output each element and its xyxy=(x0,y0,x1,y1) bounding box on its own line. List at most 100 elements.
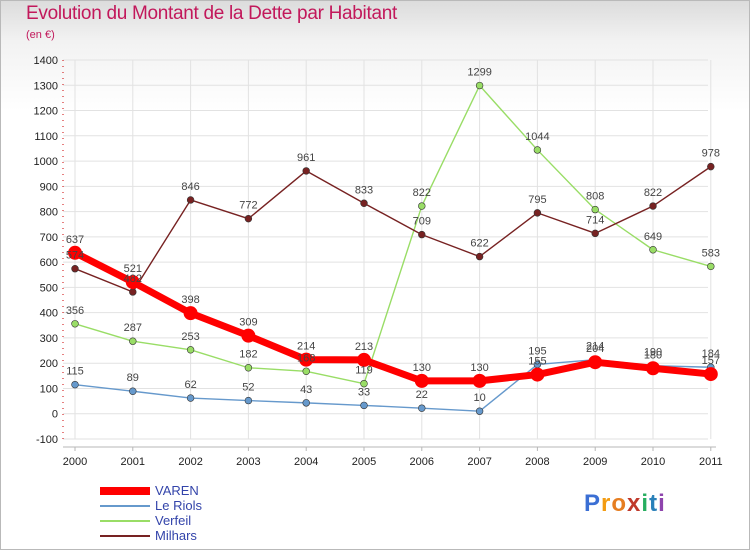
data-point-verfeil xyxy=(475,81,484,90)
legend-label: VAREN xyxy=(155,483,199,498)
data-label-le-riols: 89 xyxy=(127,372,139,384)
data-point-varen xyxy=(530,367,545,382)
data-point-le-riols xyxy=(244,396,253,405)
legend-item: Verfeil xyxy=(100,513,300,528)
data-point-le-riols xyxy=(71,380,79,389)
x-tick-label: 2007 xyxy=(467,456,491,468)
data-label-verfeil: 168 xyxy=(297,352,315,364)
data-label-le-riols: 190 xyxy=(644,347,662,359)
data-label-le-riols: 33 xyxy=(358,386,370,398)
data-label-verfeil: 1299 xyxy=(467,67,491,79)
data-point-le-riols xyxy=(360,401,368,410)
data-point-milhars xyxy=(533,209,542,217)
data-point-verfeil xyxy=(71,320,79,328)
series-line-milhars xyxy=(74,165,712,293)
data-label-milhars: 961 xyxy=(297,152,315,164)
data-label-le-riols: 214 xyxy=(586,341,604,353)
chart-subtitle: (en €) xyxy=(26,29,55,41)
data-label-milhars: 795 xyxy=(528,194,546,206)
data-point-milhars xyxy=(591,229,599,238)
legend-label: Le Riols xyxy=(155,498,202,513)
logo-letter: r xyxy=(601,490,612,517)
y-tick-label: -100 xyxy=(36,434,58,446)
data-point-varen xyxy=(414,373,429,388)
data-point-milhars xyxy=(360,199,368,207)
data-label-milhars: 714 xyxy=(586,214,604,226)
legend-item: VAREN xyxy=(100,483,300,498)
data-point-varen xyxy=(299,352,314,367)
data-label-milhars: 822 xyxy=(644,187,662,199)
data-point-le-riols xyxy=(418,404,426,412)
legend-swatch-varen xyxy=(100,487,150,495)
y-tick-label: 1000 xyxy=(34,156,58,168)
x-tick-label: 2002 xyxy=(178,456,202,468)
data-label-verfeil: 583 xyxy=(702,247,720,259)
data-label-le-riols: 10 xyxy=(473,392,485,404)
data-label-le-riols: 43 xyxy=(300,384,312,396)
y-tick-label: 100 xyxy=(40,383,58,395)
data-label-varen: 130 xyxy=(413,362,431,374)
data-label-varen: 204 xyxy=(586,343,604,355)
data-label-milhars: 846 xyxy=(181,181,199,193)
data-label-milhars: 482 xyxy=(124,273,142,285)
data-point-verfeil xyxy=(418,202,426,210)
y-tick-label: 1200 xyxy=(34,106,58,118)
data-label-le-riols: 22 xyxy=(416,389,428,401)
x-tick-label: 2005 xyxy=(352,456,376,468)
legend-item: Milhars xyxy=(100,528,300,543)
y-tick-label: 0 xyxy=(52,409,58,421)
data-point-verfeil xyxy=(649,246,657,254)
data-point-le-riols xyxy=(129,387,137,395)
logo-letter: x xyxy=(627,490,642,517)
legend-swatch-milhars xyxy=(100,535,150,537)
data-point-le-riols xyxy=(186,394,195,402)
chart-title: Evolution du Montant de la Dette par Hab… xyxy=(26,3,397,24)
data-label-milhars: 833 xyxy=(355,184,373,196)
legend-item: Le Riols xyxy=(100,498,300,513)
y-tick-label: 300 xyxy=(40,333,58,345)
data-label-varen: 398 xyxy=(181,294,199,306)
data-label-varen: 309 xyxy=(239,317,257,329)
data-point-verfeil xyxy=(533,146,542,154)
data-point-milhars xyxy=(129,288,137,296)
y-tick-label: 1400 xyxy=(34,55,58,67)
data-label-varen: 521 xyxy=(124,263,142,275)
x-tick-label: 2010 xyxy=(641,456,665,468)
data-point-milhars xyxy=(186,196,195,204)
logo-letter: o xyxy=(611,490,628,517)
data-point-milhars xyxy=(418,230,426,239)
data-label-verfeil: 182 xyxy=(239,349,257,361)
data-label-milhars: 574 xyxy=(66,250,84,262)
data-point-milhars xyxy=(649,202,657,210)
data-point-varen xyxy=(183,306,198,321)
x-tick-label: 2008 xyxy=(525,456,549,468)
data-point-verfeil xyxy=(129,337,137,345)
data-point-milhars xyxy=(475,252,484,261)
data-point-verfeil xyxy=(591,205,599,214)
data-point-milhars xyxy=(302,167,310,175)
logo-letter: t xyxy=(649,490,659,517)
data-point-verfeil xyxy=(186,346,195,354)
data-label-verfeil: 822 xyxy=(413,187,431,199)
data-label-milhars: 772 xyxy=(239,200,257,212)
data-point-varen xyxy=(125,275,140,290)
data-point-varen xyxy=(588,355,603,370)
data-label-le-riols: 62 xyxy=(184,379,196,391)
data-point-verfeil xyxy=(360,379,368,388)
data-label-le-riols: 115 xyxy=(66,366,84,378)
y-tick-label: 500 xyxy=(40,282,58,294)
y-tick-label: 700 xyxy=(40,232,58,244)
legend-label: Milhars xyxy=(155,528,197,543)
y-tick-label: 900 xyxy=(40,181,58,193)
data-point-verfeil xyxy=(302,367,310,375)
x-tick-label: 2003 xyxy=(236,456,260,468)
data-label-varen: 214 xyxy=(297,341,315,353)
data-label-varen: 130 xyxy=(470,362,488,374)
data-point-milhars xyxy=(244,214,253,223)
legend-swatch-le-riols xyxy=(100,505,150,507)
y-tick-label: 1300 xyxy=(34,80,58,92)
data-label-verfeil: 649 xyxy=(644,231,662,243)
data-point-le-riols xyxy=(302,399,310,407)
data-point-verfeil xyxy=(707,262,715,271)
data-label-le-riols: 184 xyxy=(702,348,720,360)
